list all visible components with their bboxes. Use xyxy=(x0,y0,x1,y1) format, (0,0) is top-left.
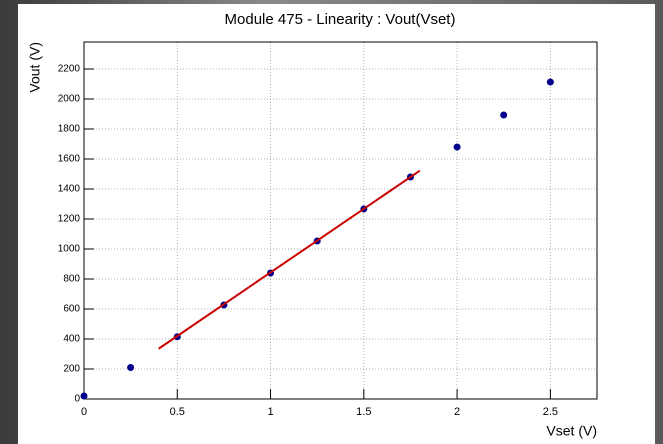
y-tick-label: 1400 xyxy=(58,184,81,195)
x-tick-label: 2 xyxy=(454,406,460,418)
y-tick-label: 1600 xyxy=(58,154,81,165)
x-axis-label: Vset (V) xyxy=(546,423,597,439)
point xyxy=(546,78,554,86)
canvas xyxy=(18,4,655,444)
y-tick-label: 2200 xyxy=(58,64,81,75)
y-tick-label: 2000 xyxy=(58,94,81,105)
y-tick-label: 1800 xyxy=(58,124,81,135)
y-tick-label: 600 xyxy=(63,304,80,315)
x-tick-label: 0 xyxy=(81,406,87,418)
x-tick-label: 0.5 xyxy=(170,406,185,418)
plot-frame xyxy=(83,41,598,400)
chart-title: Module 475 - Linearity : Vout(Vset) xyxy=(225,11,456,28)
x-tick-label: 2.5 xyxy=(543,406,558,418)
x-tick-label: 1.5 xyxy=(356,406,371,418)
x-tick-label: 1 xyxy=(267,406,273,418)
point xyxy=(80,392,88,400)
y-tick-label: 800 xyxy=(63,274,80,285)
y-tick-label: 0 xyxy=(74,394,80,405)
fit-line xyxy=(158,169,421,350)
point xyxy=(500,111,508,119)
point xyxy=(453,143,461,151)
y-tick-label: 1200 xyxy=(58,214,81,225)
y-tick-label: 200 xyxy=(63,364,80,375)
y-axis-label: Vout (V) xyxy=(27,42,43,93)
point xyxy=(127,364,135,371)
y-tick-label: 1000 xyxy=(58,244,81,255)
y-tick-label: 400 xyxy=(63,334,80,345)
